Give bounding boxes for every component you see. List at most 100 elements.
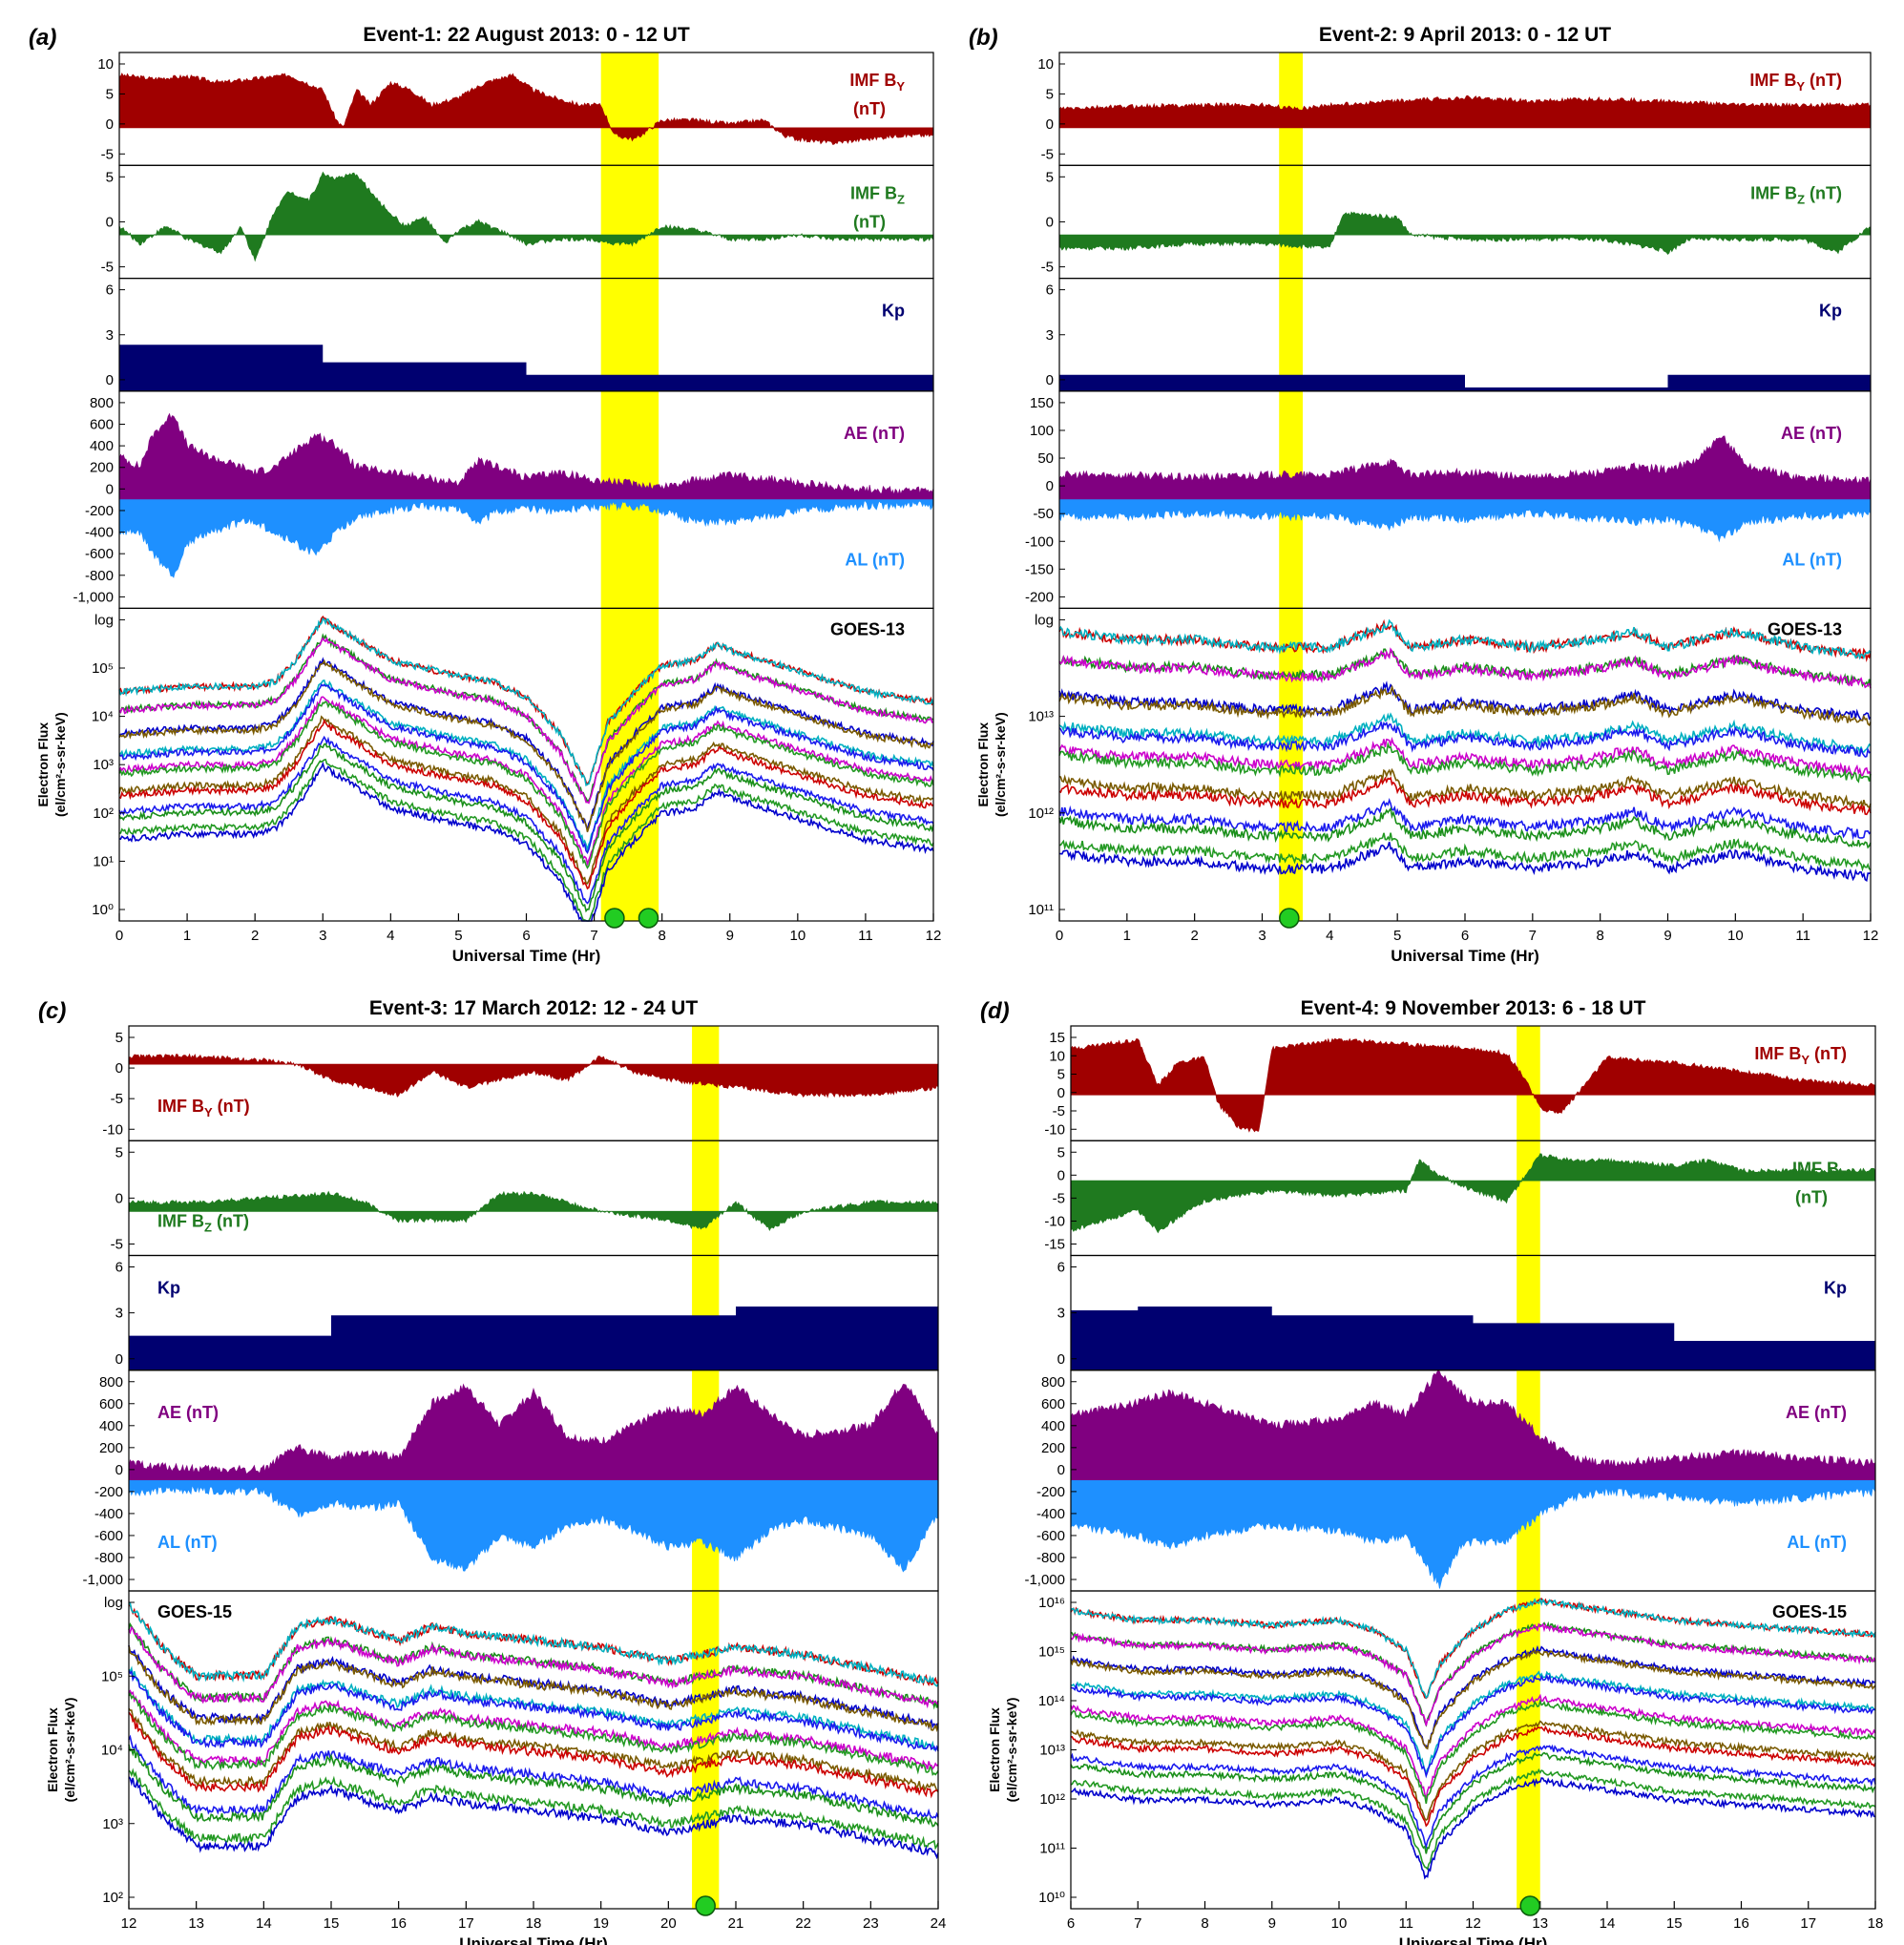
y-tick-label: 800 [1041,1374,1065,1391]
flux-series-line [1070,1670,1876,1775]
highlight-band [1517,1591,1540,1909]
highlight-band [1279,165,1303,279]
y-tick-label: 10¹⁰ [1038,1890,1065,1906]
x-tick-label: 21 [728,1915,744,1932]
panel-label: (c) [38,998,66,1024]
x-tick-label: 17 [458,1915,474,1932]
y-tick-label: 0 [1057,1462,1065,1478]
x-tick-label: 10 [1331,1915,1348,1932]
flux-series-line [1070,1644,1876,1748]
by-label: IMF BY (nT) [1749,71,1842,94]
flux-series-line [1058,798,1872,841]
satellite-label: GOES-15 [157,1602,232,1621]
highlight-band [1279,278,1303,391]
y-axis-label-line1: Electron Flux [35,722,51,807]
y-tick-label: 400 [99,1418,123,1434]
y-tick-label: -1,000 [73,589,114,605]
y-tick-label: 800 [99,1374,123,1391]
highlight-band [600,165,659,279]
highlight-band [692,1140,720,1256]
bz-label: IMF BZ [850,183,905,206]
y-tick-label: 10⁵ [101,1668,123,1684]
flux-series-line [1058,841,1872,882]
y-tick-label: 0 [115,1190,123,1206]
y-tick-label: 10 [1037,56,1054,73]
row-by: 5 0 -5 -10 IMF BY (nT) [102,1025,939,1141]
y-axis-label-line1: Electron Flux [975,722,991,807]
y-tick-label: -100 [1025,533,1054,550]
x-tick-label: 15 [324,1915,340,1932]
y-tick-label: -400 [94,1506,123,1522]
y-axis-label-line2: (el/cm²-s-sr-keV) [993,712,1008,817]
y-tick-label: 10¹³ [1028,709,1054,725]
y-tick-label: 10⁵ [92,660,114,677]
panel-a: (a) Event-1: 22 August 2013: 0 - 12 UT105… [29,24,941,965]
flux-series-line [1070,1699,1876,1805]
x-tick-label: 15 [1666,1915,1683,1932]
x-tick-label: 5 [1393,928,1401,944]
y-tick-label: -5 [101,146,114,162]
y-tick-label: -5 [1053,1190,1065,1206]
flux-series-line [1070,1767,1876,1871]
y-tick-label: log [94,612,114,628]
kp-bars [1059,374,1871,391]
al-area [1070,1480,1876,1589]
x-tick-label: 2 [251,928,259,944]
event-marker [638,908,659,929]
flux-series-line [128,1645,939,1733]
y-tick-label: 3 [1057,1306,1065,1322]
row-by: 15 10 5 0 -5 -10 IMF BY (nT) [1044,1025,1876,1141]
y-tick-label: -600 [85,546,114,562]
by-label: IMF BY (nT) [157,1097,250,1119]
flux-series-line [1058,721,1872,758]
flux-series-line [1070,1693,1876,1800]
y-tick-label: 400 [1041,1418,1065,1434]
y-tick-label: 600 [1041,1396,1065,1412]
by-area [118,72,934,146]
x-tick-label: 12 [1863,928,1879,944]
bz-unit-label: (nT) [1795,1187,1828,1206]
flux-series-line [1058,736,1872,777]
y-tick-label: -200 [85,503,114,519]
al-area [118,499,934,578]
al-label: AL (nT) [845,550,905,569]
row-kp: 6 3 0 Kp [115,1254,939,1371]
y-tick-label: 10¹³ [1039,1743,1065,1759]
al-area [1058,499,1872,543]
x-tick-label: 11 [1795,928,1810,944]
highlight-band [600,52,659,166]
y-tick-label: -800 [94,1550,123,1566]
flux-series-line [128,1744,939,1828]
y-tick-label: -5 [111,1237,123,1253]
y-tick-label: -200 [94,1484,123,1500]
by-area [1058,94,1872,129]
row-kp: 6 3 0 Kp [106,278,934,392]
flux-series-line [118,696,934,868]
y-tick-label: 0 [1057,1351,1065,1368]
y-tick-label: 10¹⁴ [1038,1693,1065,1709]
row-frame [1058,164,1872,280]
y-tick-label: 10 [1049,1048,1065,1064]
x-tick-label: 18 [1868,1915,1884,1932]
x-tick-label: 12 [121,1915,137,1932]
row-ae: 800 600 400 200 0 -200 -400 -600 -800 -1,000 AE (n… [82,1370,939,1592]
by-unit-label: (nT) [853,99,886,118]
ae-label: AE (nT) [844,424,905,443]
flux-series-line [118,761,934,922]
flux-series-line [118,735,934,905]
bz-area [128,1190,939,1231]
y-tick-label: 400 [90,438,114,454]
x-tick-label: 7 [1529,928,1537,944]
chart-title: Event-1: 22 August 2013: 0 - 12 UT [363,24,689,46]
flux-series-line [118,659,934,832]
flux-series-line [1070,1777,1876,1880]
y-tick-label: 10⁴ [101,1743,123,1759]
bz-unit-label: (nT) [853,212,886,231]
y-tick-label: -800 [85,568,114,584]
y-tick-label: 6 [1046,282,1054,299]
y-tick-label: 50 [1037,450,1054,467]
row-frame [118,164,934,280]
y-tick-label: 10¹ [93,853,114,869]
flux-series-line [118,701,934,869]
